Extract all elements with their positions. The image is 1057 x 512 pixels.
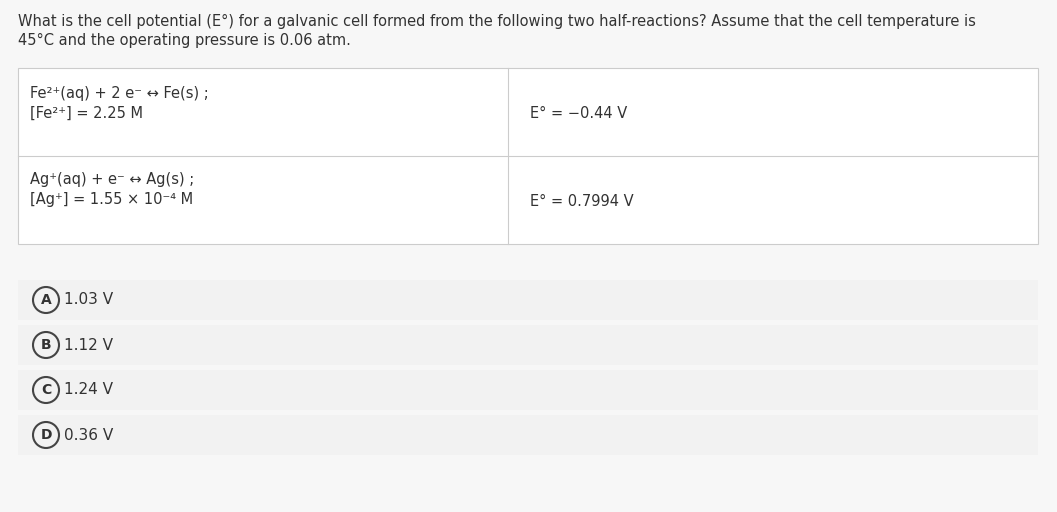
Text: Ag⁺(aq) + e⁻ ↔ Ag(s) ;: Ag⁺(aq) + e⁻ ↔ Ag(s) ; [30,172,194,187]
Text: 0.36 V: 0.36 V [64,428,113,442]
Circle shape [33,287,59,313]
FancyBboxPatch shape [18,370,1038,410]
Text: 45°C and the operating pressure is 0.06 atm.: 45°C and the operating pressure is 0.06 … [18,33,351,48]
FancyBboxPatch shape [18,415,1038,455]
Text: 1.12 V: 1.12 V [64,337,113,352]
Text: 1.03 V: 1.03 V [64,292,113,308]
Circle shape [33,422,59,448]
Circle shape [33,377,59,403]
Circle shape [33,332,59,358]
Text: 1.24 V: 1.24 V [64,382,113,397]
Text: B: B [40,338,52,352]
FancyBboxPatch shape [18,68,1038,244]
Text: E° = −0.44 V: E° = −0.44 V [530,106,627,121]
Text: Fe²⁺(aq) + 2 e⁻ ↔ Fe(s) ;: Fe²⁺(aq) + 2 e⁻ ↔ Fe(s) ; [30,86,208,101]
Text: C: C [41,383,51,397]
Text: E° = 0.7994 V: E° = 0.7994 V [530,194,633,209]
FancyBboxPatch shape [18,280,1038,320]
Text: [Ag⁺] = 1.55 × 10⁻⁴ M: [Ag⁺] = 1.55 × 10⁻⁴ M [30,192,193,207]
Text: D: D [40,428,52,442]
FancyBboxPatch shape [18,325,1038,365]
Text: A: A [40,293,52,307]
Text: What is the cell potential (E°) for a galvanic cell formed from the following tw: What is the cell potential (E°) for a ga… [18,14,976,29]
Text: [Fe²⁺] = 2.25 M: [Fe²⁺] = 2.25 M [30,106,143,121]
